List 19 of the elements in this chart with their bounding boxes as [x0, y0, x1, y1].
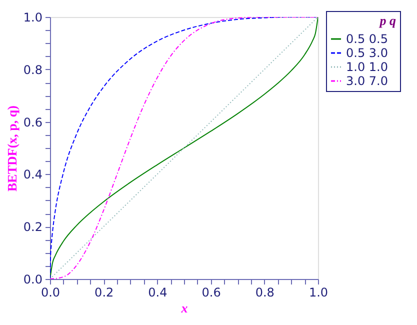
y-tick-label: 0.8	[23, 62, 42, 77]
legend-label: 0.5 3.0	[346, 46, 388, 60]
x-tick-label: 0.6	[202, 286, 221, 300]
y-tick-label: 0.6	[23, 115, 42, 130]
x-tick-label: 0.0	[40, 286, 60, 300]
y-tick-label: 0.0	[23, 272, 42, 286]
x-tick-label: 0.8	[255, 286, 274, 300]
legend-label: 3.0 7.0	[346, 74, 388, 88]
y-tick-label: 0.2	[23, 220, 42, 234]
legend-label: 1.0 1.0	[346, 60, 388, 74]
y-axis-title: BETDF(x, p, q)	[4, 106, 20, 192]
legend-label: 0.5 0.5	[346, 32, 388, 46]
x-axis-title: x	[180, 300, 188, 316]
x-tick-label: 0.2	[94, 286, 114, 300]
legend-title: p q	[378, 13, 396, 28]
y-tick-label: 1.0	[23, 10, 42, 24]
x-tick-label: 0.4	[148, 286, 168, 300]
x-tick-label: 1.0	[308, 286, 328, 300]
y-tick-label: 0.4	[23, 168, 42, 182]
